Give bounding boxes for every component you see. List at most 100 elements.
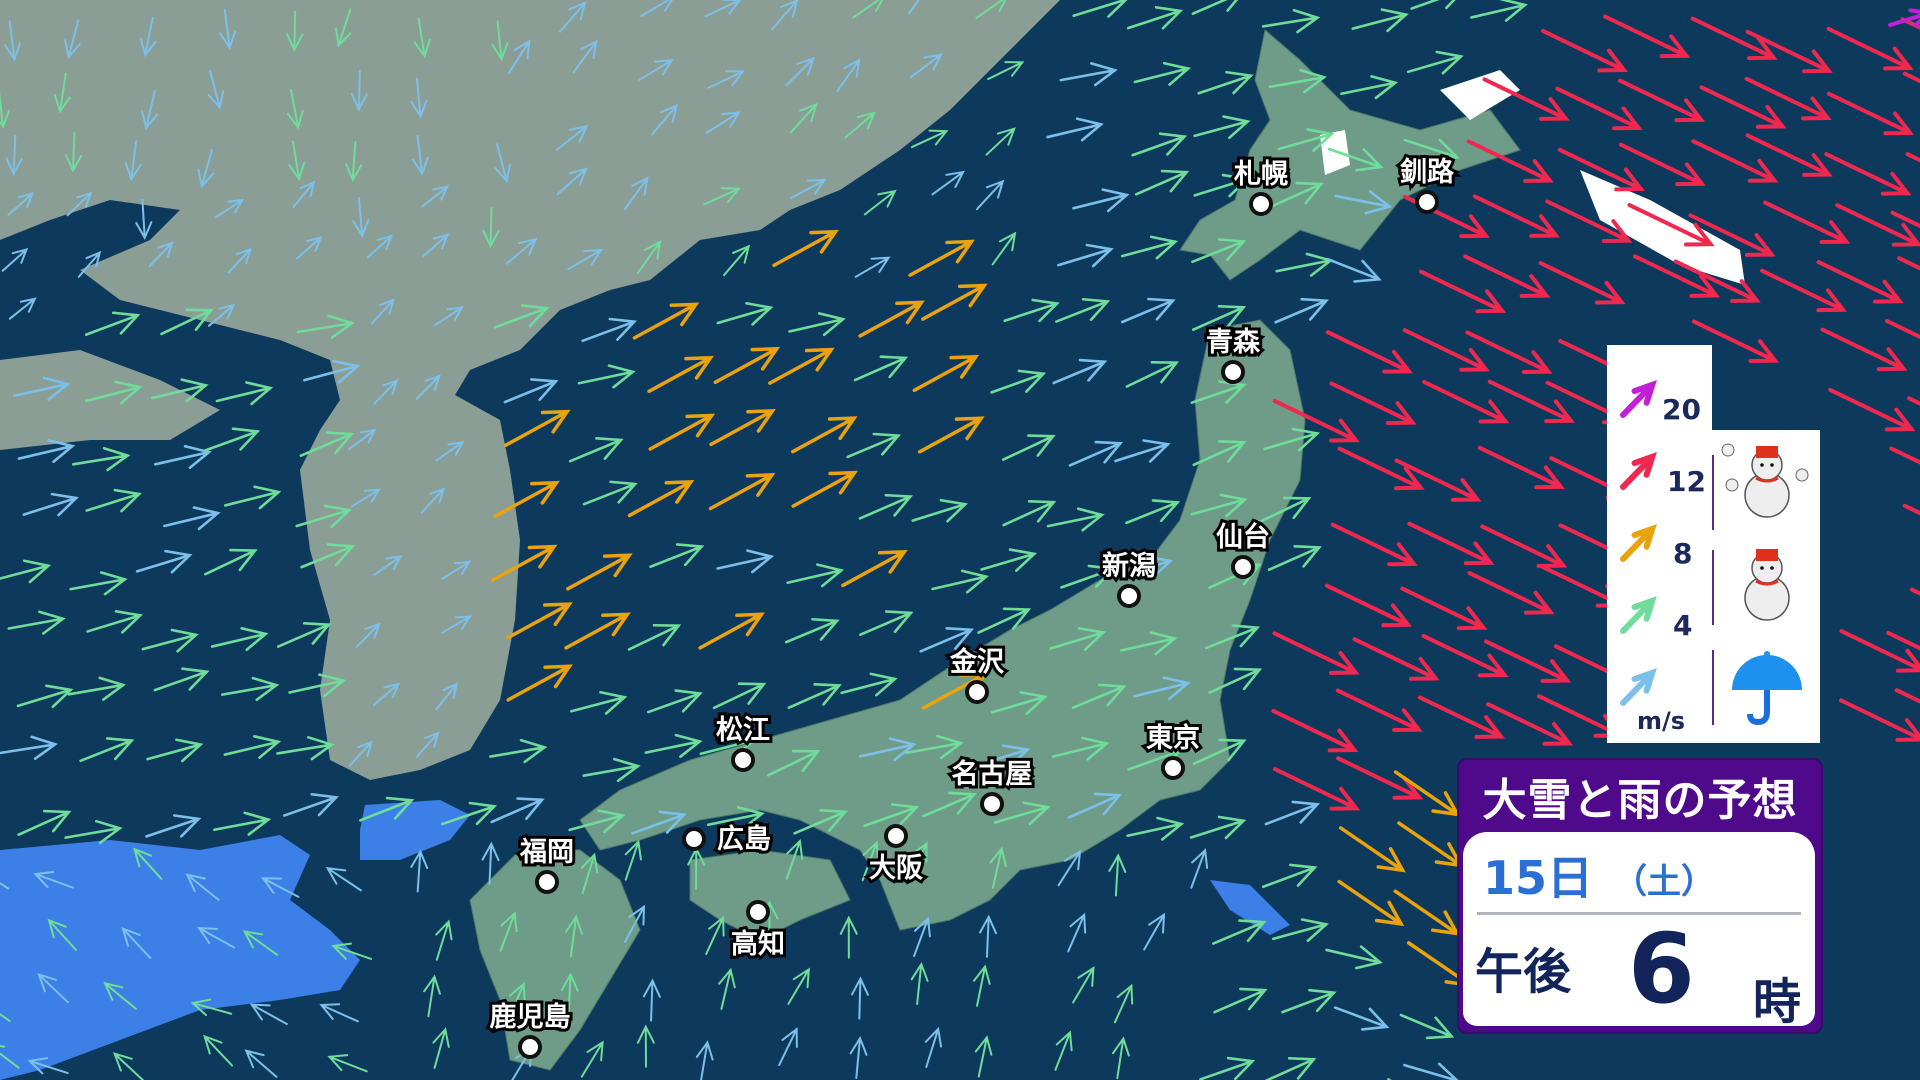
wind-arrow [1484,639,1572,683]
wind-speed-legend: 20 12 8 4 m/s [1607,345,1712,743]
city-name: 東京 [1143,721,1203,757]
wind-arrow [434,306,464,327]
wind-arrow [506,664,574,702]
wind-arrow [1338,826,1406,873]
city-label: 鹿児島 [487,1000,574,1036]
wind-arrow [1470,0,1528,22]
wind-arrow [698,612,765,650]
wind-arrow [1057,243,1114,268]
panel-title: 大雪と雨の予想 [1482,775,1798,826]
city-dot [1161,756,1185,780]
wind-arrow [1340,75,1399,100]
wind-arrow [507,981,526,1022]
wind-arrow [1745,133,1833,177]
wind-arrow [1839,629,1920,673]
wind-arrow [910,129,949,149]
shandong-peninsula [0,350,220,450]
wind-arrow [435,682,459,711]
wind-arrow [489,738,548,764]
wind-arrow [66,191,93,217]
wind-arrow [1759,268,1848,313]
city-dot [731,748,755,772]
wind-arrow [559,1,587,33]
wind-arrow [1402,328,1490,372]
city-name: 鹿児島 [487,1000,574,1036]
wind-arrow [1275,252,1334,277]
wind-arrow [716,301,774,326]
wind-arrow [1618,142,1706,187]
wind-arrow [1114,983,1134,1024]
wind-arrow [410,77,428,119]
wind-arrow [0,735,59,760]
wind-arrow [568,437,624,463]
wind-arrow [713,346,781,385]
wind-arrow [210,626,269,652]
wind-arrow [627,623,682,651]
wind-arrow [789,102,818,134]
wind-arrow [1902,503,1920,516]
wind-arrow [909,53,943,79]
wind-arrow [624,904,646,943]
wind-arrow [348,740,373,767]
wind-arrow [103,981,137,1010]
wind-arrow [1410,0,1456,10]
wind-arrow [1397,821,1465,868]
wind-arrow [1330,522,1418,567]
wind-arrow [300,543,356,569]
wind-arrow [1191,0,1239,15]
wind-arrow [859,610,914,637]
wind-arrow [708,473,776,511]
wind-arrow [1699,85,1787,129]
wind-arrow [79,737,135,763]
wind-arrow [1480,524,1568,568]
wind-arrow [636,240,662,274]
wind-arrow [0,1044,20,1069]
wind-arrow [1417,695,1506,739]
wind-arrow [124,140,142,182]
wind-arrow [722,244,751,277]
wind-arrow [0,1013,11,1022]
wind-arrow [1324,583,1412,628]
sakhalin [760,15,815,50]
wind-arrow [1828,387,1916,432]
wind-arrow [567,248,604,271]
wind-arrow [296,314,355,339]
wind-arrow [1419,269,1507,314]
wind-arrow [288,673,347,698]
wind-arrow [980,548,1038,572]
wind-arrow [1463,254,1551,298]
wind-arrow [924,1026,943,1069]
wind-arrow [1059,62,1118,87]
wind-arrow [905,734,964,760]
city-dot [746,900,770,924]
wind-arrow [1,248,29,272]
wind-arrow [163,506,221,531]
wind-arrow [215,381,274,406]
wind-arrow [27,1057,69,1075]
city-dot [965,680,989,704]
wind-arrow [370,298,395,325]
wind-arrow [423,974,441,1018]
wind-arrow [1400,586,1488,631]
wind-arrow [1114,439,1171,463]
wind-arrow [1119,631,1178,656]
wind-arrow [768,347,835,385]
wind-arrow [197,927,236,949]
wind-arrow [47,918,77,951]
wind-arrow [1204,624,1261,650]
legend-divider [1712,455,1714,530]
wind-arrow [1326,257,1382,283]
forecast-date: 15日 [1483,851,1594,905]
shikoku [689,849,851,941]
legend-value-20: 20 [1662,393,1701,426]
wind-arrow [185,873,220,901]
city-label: 広島 [714,822,774,858]
wind-arrow [197,148,215,189]
wind-arrow [373,379,399,405]
wind-arrow [1820,327,1908,372]
wind-arrow [863,189,897,216]
wind-arrow [1273,767,1361,811]
precipitation-legend [1712,430,1820,743]
kyushu [469,849,641,1071]
wind-arrow [1886,630,1920,651]
